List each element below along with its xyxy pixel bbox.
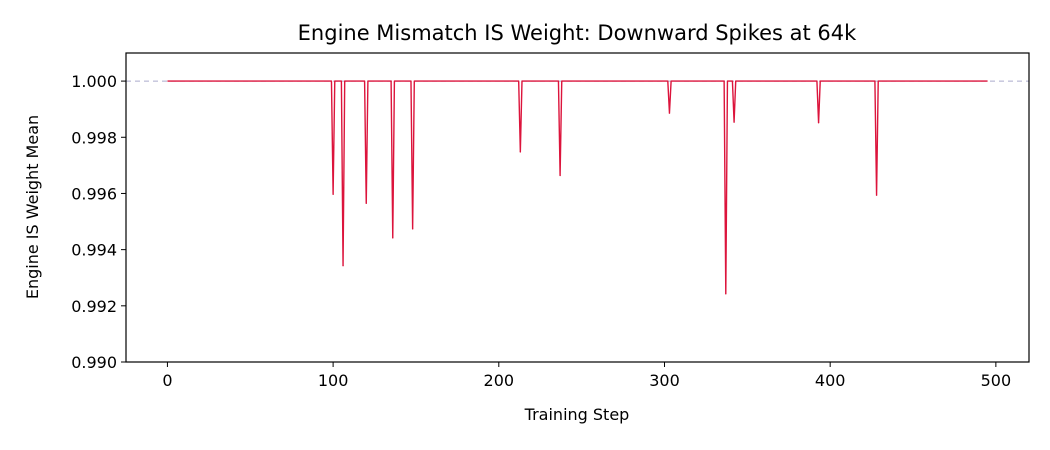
plot-area [126, 80, 1029, 295]
chart-title: Engine Mismatch IS Weight: Downward Spik… [298, 21, 858, 45]
spike-point-9 [733, 121, 735, 123]
spike-point-1 [342, 265, 344, 267]
y-axis: 0.990 0.992 0.994 0.996 0.998 1.000 [71, 72, 126, 372]
spike-point-2 [365, 202, 367, 204]
y-tick-label: 0.992 [71, 297, 117, 316]
spike-point-6 [559, 174, 561, 177]
series-line-0 [167, 80, 988, 295]
y-axis-label: Engine IS Weight Mean [23, 115, 42, 299]
spike-point-4 [412, 228, 414, 230]
x-tick-label: 100 [318, 371, 349, 390]
x-axis-label: Training Step [524, 405, 630, 424]
x-tick-label: 300 [649, 371, 680, 390]
spike-point-0 [332, 193, 334, 195]
spike-point-7 [668, 112, 671, 114]
y-tick-label: 0.990 [71, 353, 117, 372]
y-tick-label: 1.000 [71, 72, 117, 91]
x-tick-label: 400 [815, 371, 846, 390]
spike-point-8 [725, 293, 727, 295]
y-tick-label: 0.998 [71, 128, 117, 147]
y-tick-label: 0.996 [71, 184, 117, 203]
spike-point-5 [519, 151, 521, 153]
spike-point-3 [392, 237, 394, 239]
spike-point-10 [817, 122, 820, 124]
spike-point-11 [875, 194, 878, 196]
y-tick-label: 0.994 [71, 241, 117, 260]
x-axis: 0 100 200 300 400 500 [162, 362, 1011, 390]
x-tick-label: 500 [981, 371, 1012, 390]
x-tick-label: 0 [162, 371, 172, 390]
x-tick-label: 200 [484, 371, 515, 390]
axes-frame [125, 52, 1030, 363]
